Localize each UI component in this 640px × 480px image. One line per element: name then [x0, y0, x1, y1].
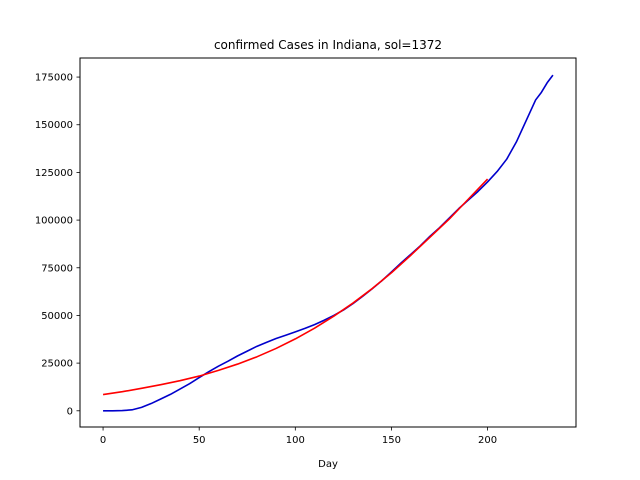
- y-tick-label: 0: [67, 406, 73, 417]
- chart-title: confirmed Cases in Indiana, sol=1372: [214, 38, 442, 52]
- x-tick-label: 150: [382, 435, 401, 446]
- x-axis-label: Day: [318, 459, 338, 470]
- x-tick-label: 50: [193, 435, 206, 446]
- y-tick-label: 50000: [41, 311, 73, 322]
- y-axis: 0 25000 50000 75000 100000 125000 150000 175000: [35, 73, 80, 417]
- y-tick-label: 175000: [35, 73, 73, 84]
- series-layer: [102, 74, 554, 412]
- plot-frame: [79, 57, 577, 428]
- x-tick-label: 200: [478, 435, 497, 446]
- series-line-1: [102, 178, 489, 396]
- y-tick-label: 75000: [41, 263, 73, 274]
- y-tick-label: 125000: [35, 168, 73, 179]
- x-tick-label: 0: [100, 435, 106, 446]
- x-axis: 0 50 100 150 200: [100, 427, 497, 446]
- x-tick-label: 100: [286, 435, 305, 446]
- y-tick-label: 100000: [35, 216, 73, 227]
- y-tick-label: 150000: [35, 120, 73, 131]
- y-tick-label: 25000: [41, 359, 73, 370]
